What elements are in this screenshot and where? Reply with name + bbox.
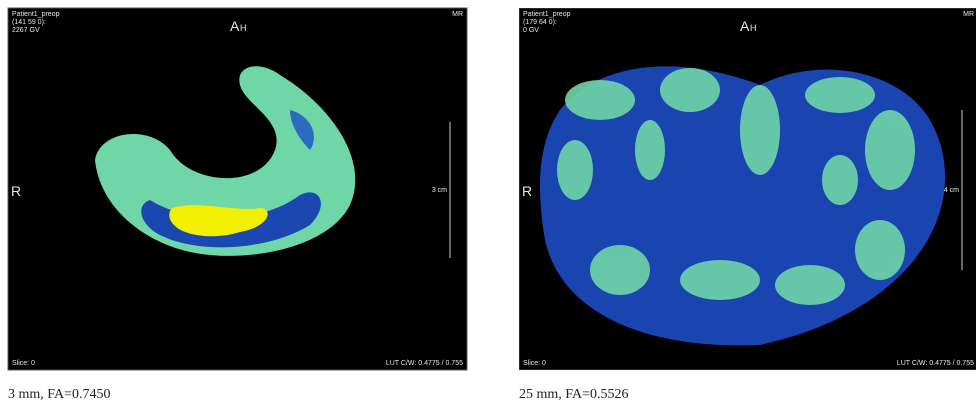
orientation-left: R <box>522 183 532 199</box>
voxel-value: 0 GV <box>523 27 539 34</box>
patient-name: Patient1_preop <box>523 11 571 18</box>
panel-overlay: Patient1_preop(179 64 0):0 GV A H MR R 4 cm Sl… <box>522 11 974 367</box>
lut-label: LUT C/W: 0.4775 / 0.755 <box>386 360 463 367</box>
modality: MR <box>963 11 974 18</box>
orientation-top-sub: H <box>240 23 247 33</box>
modality: MR <box>452 11 463 18</box>
cursor-coords: (141 59 0): <box>12 19 46 26</box>
orientation-left: R <box>11 183 21 199</box>
lut-label: LUT C/W: 0.4775 / 0.755 <box>897 360 974 367</box>
mri-slice <box>540 66 963 346</box>
panel-overlay: Patient1_preop(141 59 0):2267 GV A H MR R 3 c… <box>11 11 463 367</box>
cursor-coords: (179 64 0): <box>523 19 557 26</box>
slice-label: Slice: 0 <box>12 360 35 367</box>
caption: 3 mm, FA=0.7450 <box>8 387 111 402</box>
voxel-value: 2267 GV <box>12 27 40 34</box>
orientation-top: A <box>740 18 750 34</box>
scale-label: 3 cm <box>432 187 447 194</box>
mri-slice <box>95 66 451 258</box>
scale-label: 4 cm <box>944 187 959 194</box>
orientation-top: A <box>230 18 240 34</box>
slice-label: Slice: 0 <box>523 360 546 367</box>
caption: 25 mm, FA=0.5526 <box>519 387 629 402</box>
patient-name: Patient1_preop <box>12 11 60 18</box>
orientation-top-sub: H <box>750 23 757 33</box>
